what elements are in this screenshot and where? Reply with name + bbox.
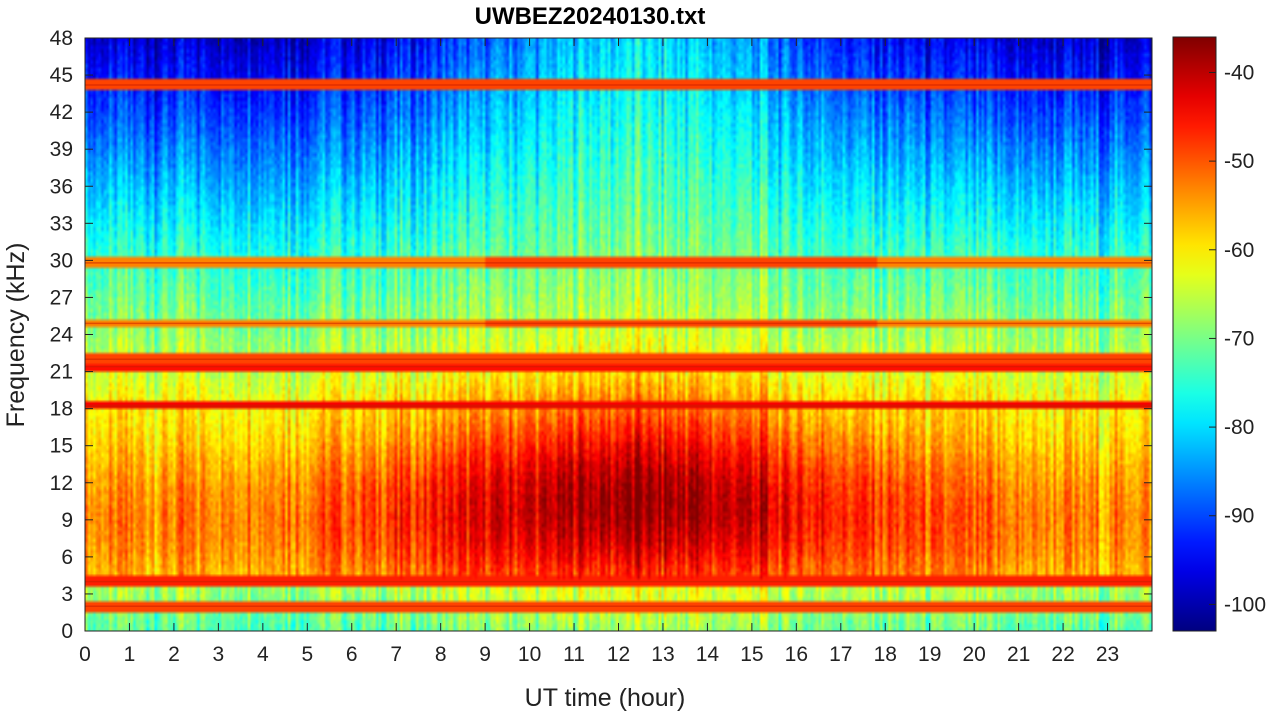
x-tick-label: 4 bbox=[257, 643, 269, 666]
x-tick-label: 2 bbox=[168, 643, 180, 666]
y-tick-label: 0 bbox=[61, 620, 73, 643]
y-tick-label: 36 bbox=[50, 175, 73, 198]
colorbar-tick-label: -100 bbox=[1224, 593, 1266, 616]
colorbar-gradient bbox=[1172, 36, 1217, 632]
x-tick-label: 7 bbox=[390, 643, 402, 666]
colorbar-tick-label: -90 bbox=[1224, 505, 1254, 528]
y-tick-label: 18 bbox=[50, 398, 73, 421]
y-tick-label: 3 bbox=[61, 583, 73, 606]
colorbar-tick-label: -80 bbox=[1224, 416, 1254, 439]
x-tick-label: 6 bbox=[346, 643, 358, 666]
colorbar-tick-label: -70 bbox=[1224, 327, 1254, 350]
x-tick-label: 17 bbox=[829, 643, 852, 666]
plot-area bbox=[85, 38, 1152, 631]
y-tick-label: 48 bbox=[50, 27, 73, 50]
y-tick-label: 6 bbox=[61, 546, 73, 569]
y-tick-label: 24 bbox=[50, 324, 74, 347]
x-tick-label: 11 bbox=[563, 643, 585, 666]
x-tick-label: 20 bbox=[962, 643, 985, 666]
x-tick-label: 21 bbox=[1007, 643, 1030, 666]
x-tick-label: 9 bbox=[479, 643, 491, 666]
x-axis-title: UT time (hour) bbox=[525, 684, 686, 712]
y-tick-label: 33 bbox=[50, 212, 73, 235]
x-tick-label: 14 bbox=[696, 643, 720, 666]
x-tick-label: 8 bbox=[435, 643, 447, 666]
colorbar-tick-label: -60 bbox=[1224, 239, 1254, 262]
spectrogram-image bbox=[85, 38, 1152, 631]
y-tick-label: 30 bbox=[50, 249, 73, 272]
x-tick-label: 1 bbox=[124, 643, 136, 666]
x-tick-label: 22 bbox=[1051, 643, 1074, 666]
x-tick-label: 0 bbox=[79, 643, 91, 666]
x-tick-label: 5 bbox=[301, 643, 313, 666]
x-tick-label: 16 bbox=[785, 643, 808, 666]
y-tick-label: 12 bbox=[50, 472, 73, 495]
x-tick-label: 3 bbox=[213, 643, 225, 666]
x-tick-label: 13 bbox=[651, 643, 674, 666]
x-tick-label: 19 bbox=[918, 643, 941, 666]
colorbar: -100 -90 -80 -70 -60 -50 -40 bbox=[1172, 36, 1266, 632]
y-tick-label: 39 bbox=[50, 138, 73, 161]
x-axis: 0 1 2 3 4 5 6 7 8 9 10 11 12 13 14 15 16 17 18 19 20 21 22 23 bbox=[79, 38, 1119, 666]
x-tick-label: 15 bbox=[740, 643, 763, 666]
chart-title: UWBEZ20240130.txt bbox=[475, 3, 706, 30]
colorbar-tick-label: -50 bbox=[1224, 150, 1254, 173]
y-tick-label: 15 bbox=[50, 435, 73, 458]
x-tick-label: 18 bbox=[874, 643, 897, 666]
y-tick-label: 45 bbox=[50, 64, 73, 87]
colorbar-tick-label: -40 bbox=[1224, 61, 1254, 84]
x-tick-label: 12 bbox=[607, 643, 630, 666]
y-tick-label: 27 bbox=[50, 286, 73, 309]
y-tick-label: 9 bbox=[61, 509, 73, 532]
x-tick-label: 23 bbox=[1096, 643, 1119, 666]
x-tick-label: 10 bbox=[518, 643, 541, 666]
y-tick-label: 21 bbox=[50, 361, 73, 384]
y-tick-label: 42 bbox=[50, 101, 73, 124]
y-axis-title: Frequency (kHz) bbox=[2, 243, 30, 428]
